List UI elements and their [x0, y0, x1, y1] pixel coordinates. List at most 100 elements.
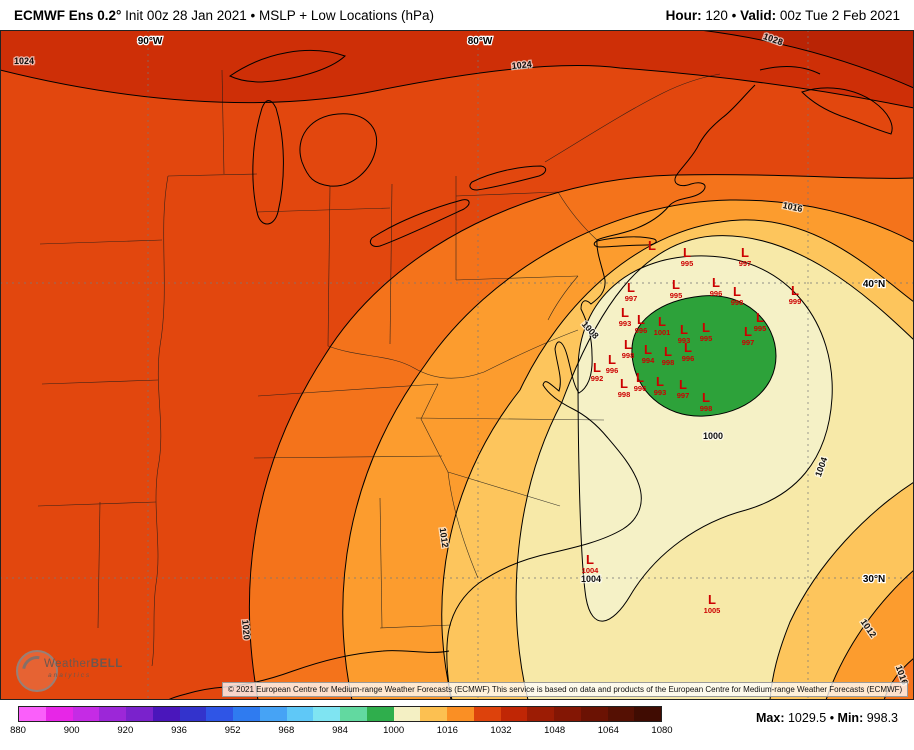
low-marker: L	[648, 238, 656, 253]
low-value: 998	[731, 298, 744, 307]
colorbar-tick: 1080	[651, 725, 673, 736]
mslp-contour-map: 1024 102410281020101610161012101210081004…	[0, 30, 914, 700]
low-marker: L	[672, 277, 680, 292]
contour-label: 1020	[240, 619, 252, 640]
low-marker: L	[644, 342, 652, 357]
low-value: 996	[634, 384, 647, 393]
max-value: 1029.5	[784, 711, 827, 725]
colorbar-tick: 1048	[544, 725, 566, 736]
colorbar-tick: 984	[332, 725, 348, 736]
low-marker: L	[791, 283, 799, 298]
low-marker: L	[636, 370, 644, 385]
colorbar-segment	[366, 707, 394, 721]
colorbar-tick: 952	[224, 725, 241, 736]
graticule-label: 40°N	[863, 279, 885, 290]
low-value: 996	[682, 354, 695, 363]
low-value: 1005	[704, 606, 721, 615]
colorbar-segment	[259, 707, 287, 721]
colorbar-segment	[313, 707, 340, 721]
low-marker: L	[679, 377, 687, 392]
colorbar-segment	[500, 707, 528, 721]
min-value: 998.3	[863, 711, 898, 725]
title-bar: ECMWF Ens 0.2° Init 00z 28 Jan 2021 • MS…	[0, 0, 914, 30]
contour-label: 1024	[511, 59, 532, 71]
legend-bar: 880 900 920 936 952 968 984 1000 1016 1032 1048 106…	[0, 700, 914, 750]
isobar-1024	[0, 65, 914, 109]
colorbar-tick: 900	[63, 725, 80, 736]
colorbar-segment	[340, 707, 367, 721]
isobar-1016	[342, 199, 914, 700]
colorbar-segment	[19, 707, 46, 721]
colorbar-tick: 920	[117, 725, 134, 736]
map-title: ECMWF Ens 0.2° Init 00z 28 Jan 2021 • MS…	[14, 8, 434, 23]
low-marker: L	[744, 324, 752, 339]
isobar-1020	[248, 174, 914, 700]
contour-label: 1024	[14, 56, 34, 66]
pressure-bands	[0, 30, 914, 700]
max-min-readout: Max: 1029.5 • Min: 998.3	[756, 711, 898, 725]
band-above-1028	[700, 30, 914, 88]
separator: •	[727, 7, 741, 23]
low-value: 995	[754, 324, 767, 333]
colorbar-segment	[607, 707, 635, 721]
low-marker: L	[680, 322, 688, 337]
low-value: 995	[700, 334, 713, 343]
colorbar-segment	[580, 707, 608, 721]
low-marker: L	[702, 320, 710, 335]
colorbar-segment	[527, 707, 554, 721]
nova-scotia	[801, 87, 893, 135]
low-marker: L	[656, 374, 664, 389]
colorbar-segment	[179, 707, 207, 721]
low-value: 993	[619, 319, 632, 328]
atlantic-coast	[446, 84, 756, 700]
isobar-1004	[577, 255, 833, 622]
low-marker: L	[658, 314, 666, 329]
low-marker: L	[621, 305, 629, 320]
colorbar-tick: 1016	[436, 725, 458, 736]
low-marker: L	[627, 280, 635, 295]
low-value: 993	[678, 336, 691, 345]
copyright-bar: © 2021 European Centre for Medium-range …	[222, 681, 909, 697]
min-label: Min:	[837, 711, 864, 725]
coastline	[167, 50, 893, 700]
low-marker: L	[683, 245, 691, 260]
isobar-1012	[441, 219, 914, 700]
init-info: Init 00z 28 Jan 2021 • MSLP + Low Locati…	[121, 7, 434, 23]
weatherbell-logo: WeatherBELL analytics	[14, 642, 134, 698]
long-island	[593, 236, 657, 248]
low-marker: L	[664, 344, 672, 359]
colorbar-segment	[447, 707, 474, 721]
contour-label: 1000	[703, 431, 723, 441]
low-marker: L	[620, 376, 628, 391]
low-value: 993	[654, 388, 667, 397]
low-marker: L	[741, 245, 749, 260]
low-marker: L	[756, 310, 764, 325]
logo-word-1: Weather	[44, 658, 91, 670]
low-value: 997	[677, 391, 690, 400]
band-below-1000	[631, 295, 776, 417]
low-marker: L	[637, 312, 645, 327]
graticule-label: 80°W	[468, 36, 493, 47]
low-marker: L	[733, 284, 741, 299]
great-lake-huron	[299, 113, 378, 187]
great-lake-ontario	[469, 165, 547, 191]
colorbar-segment	[473, 707, 501, 721]
colorbar-segment	[286, 707, 314, 721]
low-value: 999	[789, 297, 802, 306]
low-value: 997	[739, 259, 752, 268]
weatherbell-logo-icon	[16, 650, 58, 692]
graticule-label: 30°N	[863, 574, 885, 585]
hour-label: Hour:	[665, 7, 702, 23]
valid-label: Valid:	[740, 7, 777, 23]
isobar-1028	[699, 30, 914, 89]
low-value: 1004	[582, 566, 600, 575]
colorbar-tick: 1032	[490, 725, 512, 736]
colorbar-tick: 968	[278, 725, 295, 736]
logo-word-2: BELL	[90, 658, 123, 670]
low-value: 995	[681, 259, 694, 268]
low-marker: L	[684, 340, 692, 355]
contour-label: 1004	[581, 574, 601, 584]
colorbar-ticks: 880 900 920 936 952 968 984 1000 1016 1032 1048 106…	[10, 725, 673, 739]
isobar-1012-se	[825, 569, 914, 700]
